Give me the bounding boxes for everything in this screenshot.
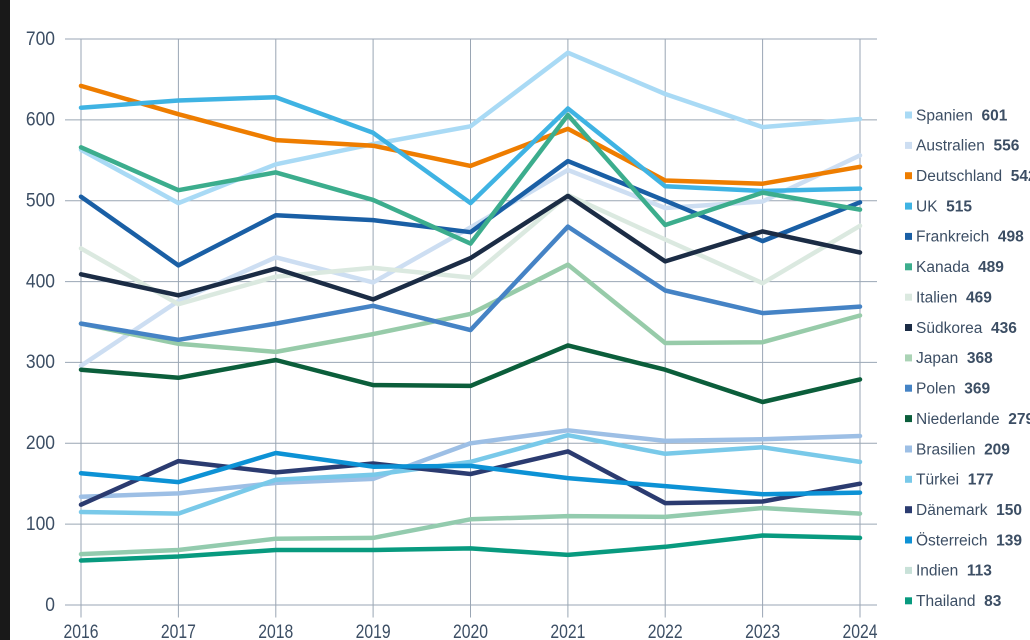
svg-text:Dänemark 150: Dänemark 150 <box>916 502 1022 519</box>
svg-text:400: 400 <box>26 270 55 292</box>
svg-text:2021: 2021 <box>550 621 585 640</box>
svg-text:Niederlande 279: Niederlande 279 <box>916 411 1030 428</box>
svg-text:600: 600 <box>26 109 55 131</box>
svg-text:2019: 2019 <box>356 621 391 640</box>
svg-text:UK 515: UK 515 <box>916 198 972 215</box>
svg-text:2023: 2023 <box>745 621 780 640</box>
svg-text:2022: 2022 <box>648 621 683 640</box>
svg-text:Südkorea 436: Südkorea 436 <box>916 320 1017 337</box>
svg-text:2016: 2016 <box>64 621 99 640</box>
svg-text:Kanada 489: Kanada 489 <box>916 259 1004 276</box>
svg-text:2020: 2020 <box>453 621 488 640</box>
svg-text:Spanien 601: Spanien 601 <box>916 107 1008 124</box>
svg-text:200: 200 <box>26 432 55 454</box>
svg-text:Australien 556: Australien 556 <box>916 138 1020 155</box>
svg-text:300: 300 <box>26 351 55 373</box>
svg-text:2017: 2017 <box>161 621 196 640</box>
svg-text:Frankreich 498: Frankreich 498 <box>916 229 1024 246</box>
svg-text:Österreich 139: Österreich 139 <box>916 531 1022 549</box>
svg-text:Deutschland 542: Deutschland 542 <box>916 168 1030 185</box>
svg-text:700: 700 <box>26 28 55 50</box>
svg-text:2024: 2024 <box>843 621 878 640</box>
svg-text:Indien 113: Indien 113 <box>916 563 992 580</box>
svg-text:Italien 469: Italien 469 <box>916 290 992 307</box>
svg-text:Türkei 177: Türkei 177 <box>916 472 994 489</box>
svg-text:Japan 368: Japan 368 <box>916 350 993 367</box>
svg-text:500: 500 <box>26 190 55 212</box>
svg-text:0: 0 <box>45 594 55 616</box>
svg-text:Brasilien 209: Brasilien 209 <box>916 441 1010 458</box>
svg-text:2018: 2018 <box>258 621 293 640</box>
svg-text:Thailand 83: Thailand 83 <box>916 593 1002 610</box>
svg-text:100: 100 <box>26 513 55 535</box>
svg-text:Polen 369: Polen 369 <box>916 381 991 398</box>
